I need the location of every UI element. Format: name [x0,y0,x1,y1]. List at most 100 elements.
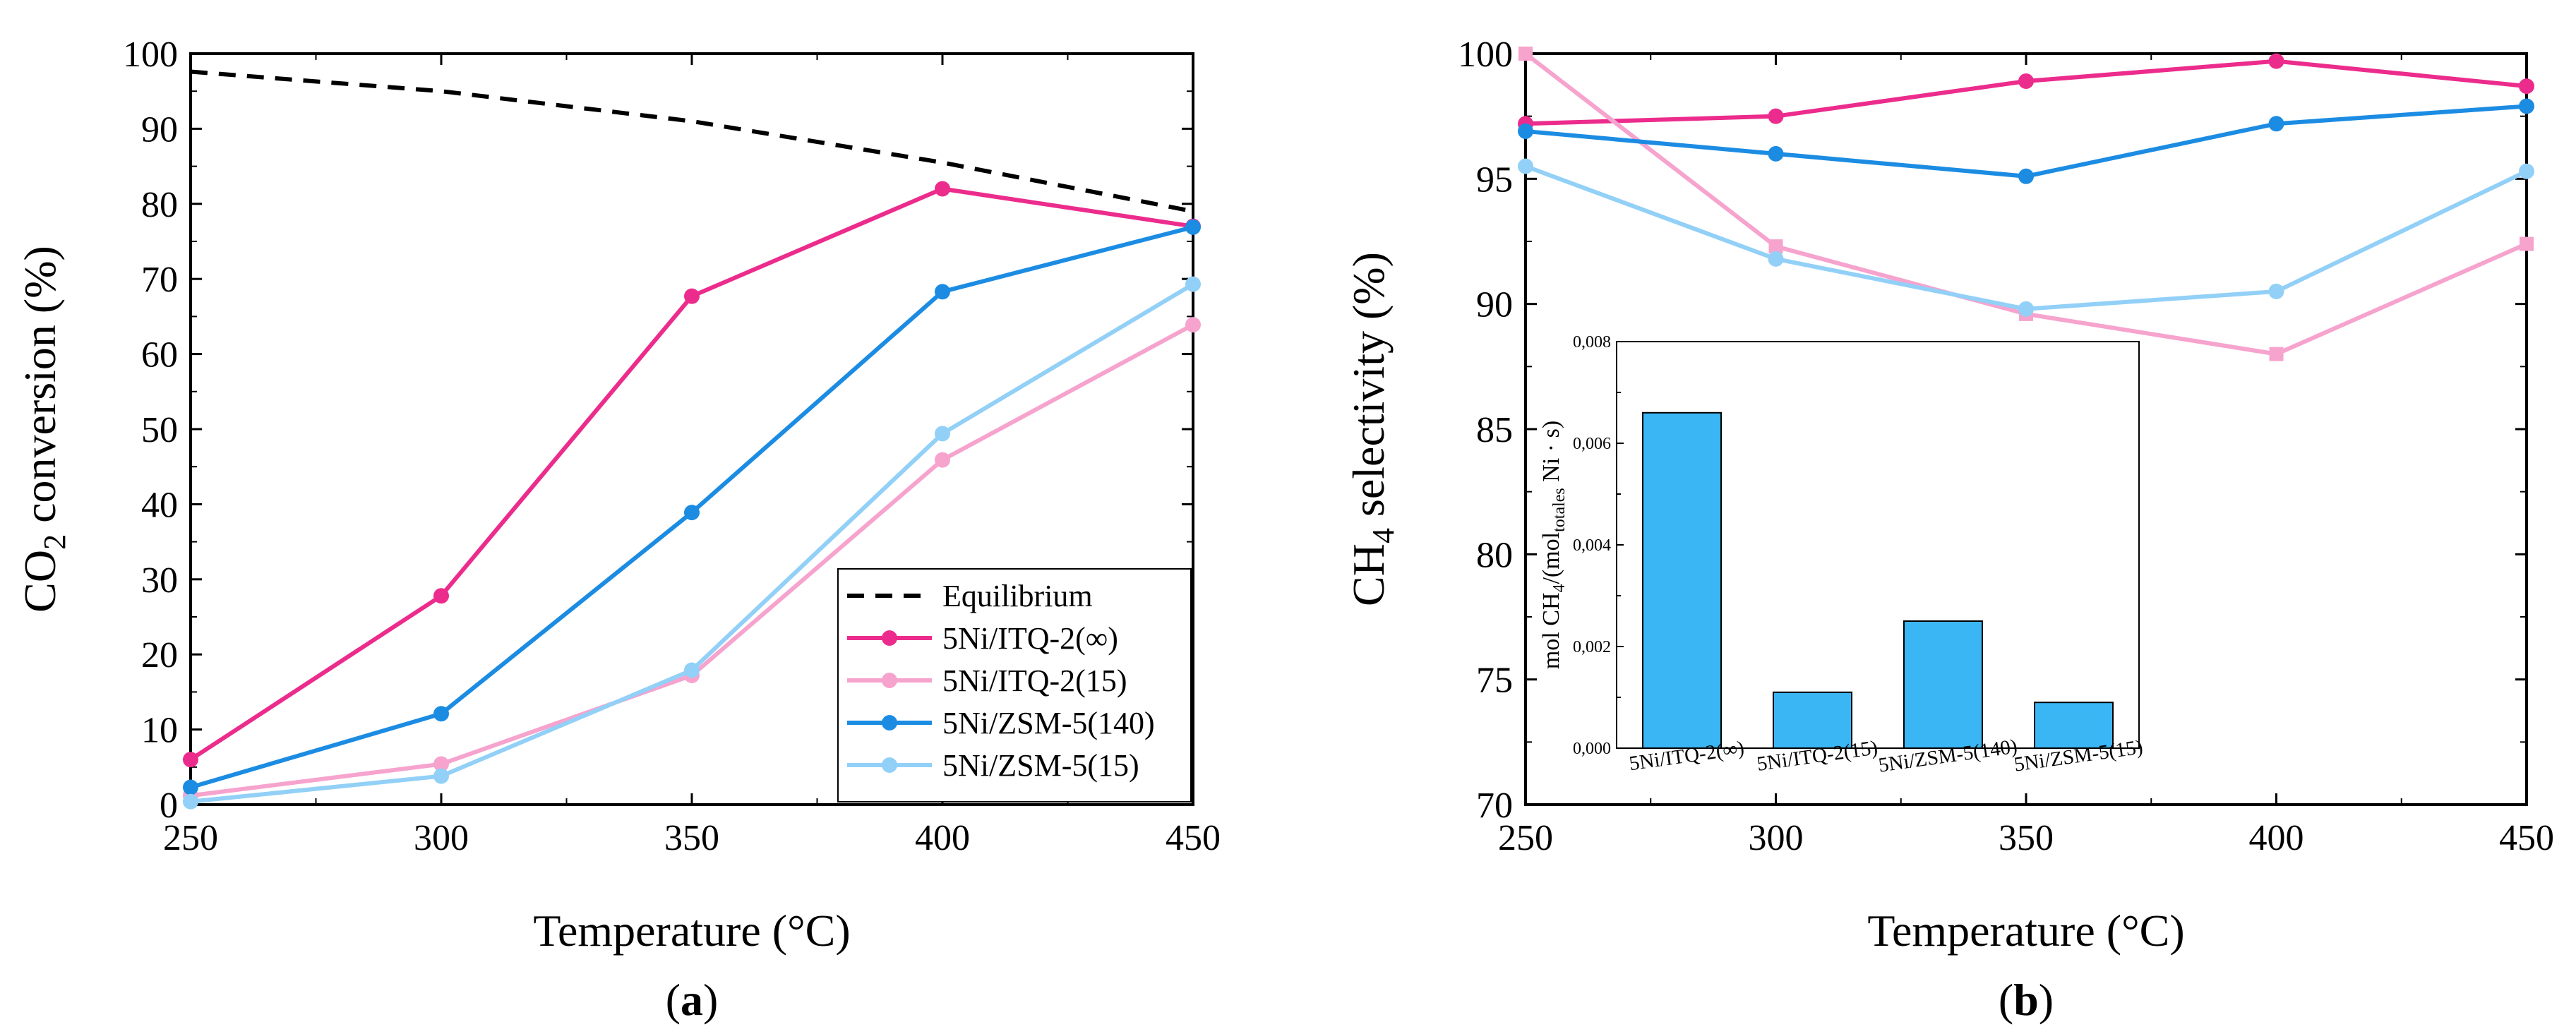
panel-a-x-tick-label: 400 [915,818,970,858]
panel-b-x-tick-label: 400 [2249,818,2304,858]
panel-b-series-3-point [1518,158,1533,174]
panel-a-series-4-point [684,662,700,678]
panel-b-x-tick-label: 350 [1999,818,2054,858]
panel-a-series-line-0 [190,69,1194,214]
inset-axes: 0,000 0,002 0,004 0,006 0,008 [1573,333,1624,758]
inset-bars: 5Ni/ITQ-2(∞) 5Ni/ITQ-2(15)5Ni/ZSM-5(140)5… [1628,411,2144,777]
panel-a-x-axis-label: Temperature (°C) [533,906,850,956]
panel-a-y-tick-label: 100 [123,35,178,75]
panel-a-series-2-point [935,452,950,468]
panel-b-x-axis-label: Temperature (°C) [1867,906,2184,956]
panel-a-series-3-point [684,505,700,521]
panel-a-y-axis-label: CO2 conversion (%) [15,246,72,613]
legend-entry-3: 5Ni/ZSM-5(140) [942,706,1155,740]
panel-a-series-3-point [433,706,449,722]
panel-a-y-tick-label: 20 [141,635,178,675]
panel-b-y-tick-label: 95 [1476,160,1513,200]
panel-b-y-axis-label: CH4 selectivity (%) [1343,252,1401,606]
panel-b-series-0-point [2268,53,2284,69]
inset-bar-0 [1642,411,1722,749]
panel-a-series-3-point [1185,219,1201,235]
panel-a-y-tick-label: 60 [141,335,178,375]
panel-b-y-tick-label: 90 [1476,285,1513,325]
panel-b-selectivity-chart: 250 300 350 400 450 70 75 80 85 90 95 100 Temperatu… [1343,35,2554,1025]
panel-b-series-1-point [2520,236,2534,251]
inset-y-tick-label: 0,002 [1573,638,1611,656]
panel-a-x-tick-label: 300 [414,818,469,858]
legend-marker-3 [882,715,897,731]
panel-b-axes: 250 300 350 400 450 70 75 80 85 90 95 100 [1458,35,2554,858]
legend-entry-4: 5Ni/ZSM-5(15) [942,748,1139,783]
panel-a-axes: 250 300 350 400 450 0 10 20 30 40 50 60 70 80 90 100 [123,35,1221,858]
panel-b-series-1-point [1518,47,1533,61]
panel-a-y-tick-label: 10 [141,711,178,751]
legend-marker-1 [882,630,897,646]
panel-a-y-tick-label: 40 [141,485,178,525]
inset-bar-2 [1903,620,1983,749]
panel-a-series [183,69,1201,810]
panel-b-series-3-point [2268,283,2284,299]
inset-bar-chart: 0,000 0,002 0,004 0,006 0,008 5Ni/ITQ-2(∞) 5N… [1538,333,2144,777]
legend-entry-1: 5Ni/ITQ-2(∞) [942,621,1118,656]
panel-b-series-3-point [2519,163,2534,179]
panel-a-series-3-point [183,779,198,795]
panel-a-series-1-point [433,588,449,604]
panel-a-series-4-point [433,768,449,784]
inset-y-tick-label: 0,008 [1573,333,1611,351]
legend-entry-0: Equilibrium [942,579,1093,613]
panel-a-y-tick-label: 70 [141,260,178,300]
legend-marker-4 [882,757,897,773]
panel-b-x-tick-label: 450 [2499,818,2554,858]
panel-a-series-2-point [1185,317,1201,333]
panel-b-label: (b) [1999,975,2054,1025]
panel-b-series-0-point [2519,78,2534,95]
panel-b-series-2-point [2268,116,2284,132]
panel-a-series-4-point [1185,276,1201,292]
panel-b-series-3-point [2018,301,2034,317]
panel-b-y-tick-label: 80 [1476,535,1513,575]
panel-b-x-tick-label: 300 [1749,818,1804,858]
panel-b-series-line-0 [1525,59,2527,126]
panel-a-x-tick-label: 350 [664,818,719,858]
inset-y-axis-label: mol CH4/(moltotales Ni · s) [1538,421,1569,669]
panel-a-legend: Equilibrium 5Ni/ITQ-2(∞) 5Ni/ITQ-2(15) 5Ni/… [837,568,1192,802]
panel-b-series-1-point [1768,239,1783,254]
panel-b-series-0-point [2018,73,2034,90]
panel-b-series-line-2 [1525,104,2527,179]
panel-b-series-2-point [2519,98,2534,114]
panel-a-y-tick-label: 80 [141,185,178,225]
panel-b-x-tick-label: 250 [1498,818,1553,858]
panel-b-series-0-point [1768,108,1784,124]
inset-y-tick-label: 0,006 [1573,435,1611,453]
panel-a-y-tick-label: 0 [160,786,178,826]
panel-a-x-tick-label: 450 [1166,818,1221,858]
panel-a-series-2-point [433,756,449,772]
panel-a-series-1-point [684,288,700,304]
panel-b-series-1-point [2269,347,2284,361]
panel-b-series-2-point [2018,168,2034,184]
panel-a-y-tick-label: 30 [141,560,178,601]
panel-b-y-tick-label: 100 [1458,35,1513,75]
panel-a-series-3-point [935,284,950,300]
panel-a-series-1-point [183,752,198,768]
panel-a-conversion-chart: 250 300 350 400 450 0 10 20 30 40 50 60 70 80 90 100 Te… [15,35,1221,1025]
panel-a-x-tick-label: 250 [163,818,218,858]
panel-a-y-tick-label: 90 [141,109,178,150]
inset-y-tick-label: 0,000 [1573,740,1611,758]
inset-bar-1 [1773,691,1852,749]
panel-b-y-tick-label: 70 [1476,786,1513,826]
legend-marker-2 [882,673,897,688]
panel-a-series-1-point [935,181,950,197]
panel-a-series-4-point [183,793,198,810]
panel-b-series-2-point [1768,145,1784,162]
panel-b-y-tick-label: 85 [1476,410,1513,450]
panel-a-y-tick-label: 50 [141,410,178,450]
inset-bar-3 [2034,702,2114,750]
panel-b-series [1518,47,2534,361]
panel-b-series-2-point [1518,123,1533,139]
panel-b-series-line-3 [1524,164,2528,311]
legend-entry-2: 5Ni/ITQ-2(15) [942,663,1127,698]
panel-b-series-3-point [1768,251,1784,267]
inset-y-tick-label: 0,004 [1573,536,1611,555]
